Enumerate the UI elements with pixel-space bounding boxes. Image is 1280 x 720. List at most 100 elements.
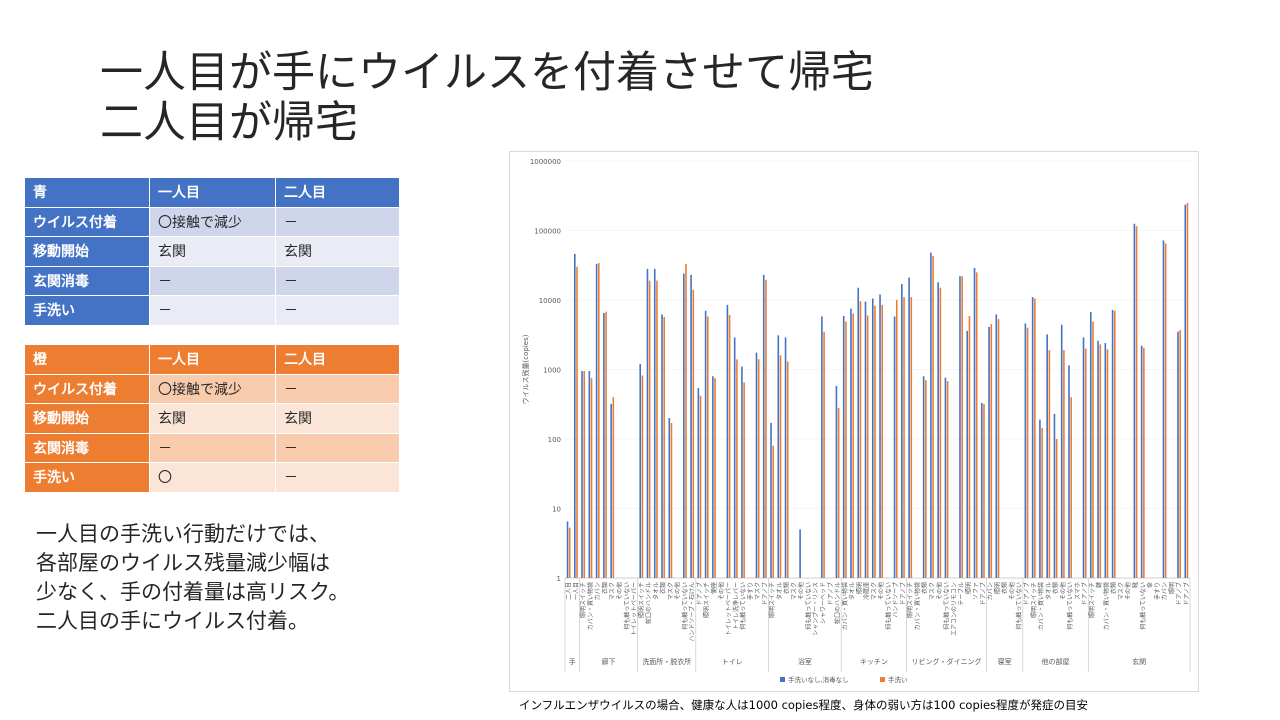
bar-handwash	[1048, 350, 1051, 578]
bar-no-handwash	[842, 315, 845, 578]
bar-no-handwash	[871, 298, 874, 578]
condition-table-orange: 橙 一人目 二人目 ウイルス付着 〇接触で減少 － 移動開始 玄関 玄関 玄関消…	[25, 345, 400, 493]
first-person-cell: 〇接触で減少	[150, 207, 276, 237]
bar-no-handwash	[603, 313, 605, 578]
group-label: 浴室	[798, 657, 812, 666]
y-tick-label: 10000	[539, 297, 561, 305]
row-label: 玄関消毒	[25, 433, 150, 463]
table-row: 手洗い － －	[25, 296, 400, 326]
x-category-label: マスク	[871, 582, 878, 600]
x-category-label: トイレットペーパー	[631, 582, 638, 636]
bar-handwash	[1063, 350, 1065, 578]
row-label: ウイルス付着	[25, 207, 150, 237]
bar-handwash	[786, 361, 789, 578]
x-category-label: シャワーヘッド	[820, 582, 827, 624]
x-category-label: タオル	[848, 582, 856, 600]
x-category-label: 衣類	[783, 582, 791, 594]
x-category-label: トイレ洗浄レバー	[732, 582, 740, 630]
y-tick-label: 100	[548, 436, 561, 444]
bar-no-handwash	[1039, 419, 1041, 578]
bar-handwash	[961, 276, 963, 578]
bar-handwash	[1135, 226, 1138, 578]
bar-handwash	[910, 297, 913, 578]
y-tick-label: 10	[552, 506, 561, 514]
bar-no-handwash	[581, 371, 583, 578]
title-line-1: 一人目が手にウイルスを付着させて帰宅	[100, 48, 874, 98]
legend-label: 手洗い	[888, 675, 908, 684]
x-category-label: 何も触っていない	[623, 582, 631, 630]
first-person-cell: 〇	[150, 463, 276, 493]
bar-handwash	[925, 380, 927, 578]
group-label: キッチン	[860, 658, 888, 666]
bar-no-handwash	[835, 385, 838, 578]
bar-no-handwash	[1184, 204, 1187, 578]
bar-handwash	[590, 378, 593, 578]
bar-handwash	[1164, 243, 1167, 578]
x-category-label: 何も触っていない	[739, 582, 747, 630]
first-person-cell: 玄関	[150, 237, 276, 267]
bar-no-handwash	[1111, 309, 1114, 578]
bar-handwash	[895, 300, 898, 578]
bar-handwash	[1034, 298, 1036, 578]
x-category-label: その他	[797, 582, 805, 600]
bar-handwash	[1055, 439, 1058, 578]
x-category-label: マスク	[1118, 582, 1125, 600]
x-category-label: マスク	[667, 582, 674, 600]
bar-handwash	[983, 403, 985, 578]
second-person-cell: －	[276, 266, 400, 296]
bar-handwash	[997, 319, 1000, 578]
bar-handwash	[612, 397, 615, 578]
bar-no-handwash	[755, 352, 758, 578]
summary-note: 一人目の手洗い行動だけでは、 各部屋のウイルス残量減少幅は 少なく、手の付着量は…	[36, 520, 476, 636]
x-category-label: 衣類	[1110, 582, 1118, 594]
table-row: 移動開始 玄関 玄関	[25, 404, 400, 434]
bar-no-handwash	[610, 403, 612, 578]
row-label: 玄関消毒	[25, 266, 150, 296]
x-category-label: 何も触っていない	[1139, 582, 1147, 630]
row-label: 移動開始	[25, 237, 150, 267]
bar-handwash	[692, 289, 695, 578]
bar-no-handwash	[1060, 324, 1063, 578]
bar-no-handwash	[588, 371, 591, 578]
bar-handwash	[598, 263, 600, 578]
x-category-label: トイレットペーパー	[726, 582, 733, 636]
x-category-label: カバン	[595, 582, 602, 600]
bar-handwash	[881, 304, 884, 578]
x-category-label: 便座	[710, 582, 718, 594]
title-line-2: 二人目が帰宅	[100, 98, 358, 148]
bar-no-handwash	[1133, 223, 1136, 578]
bar-no-handwash	[850, 308, 852, 578]
virus-residual-chart: 1 10 100 1000 10000 100000 1000000 ウイルス残量(copie…	[509, 151, 1199, 692]
bar-handwash	[1143, 347, 1145, 578]
bar-no-handwash	[762, 274, 765, 578]
bar-no-handwash	[661, 314, 663, 578]
first-person-cell: 玄関	[150, 404, 276, 434]
x-category-label: その他	[877, 582, 885, 600]
bar-handwash	[1186, 202, 1189, 578]
group-label: 他の部屋	[1042, 657, 1070, 666]
x-category-label: その他	[935, 582, 943, 600]
x-category-label: 衣類	[601, 582, 609, 594]
bar-handwash	[932, 255, 934, 578]
x-category-label: ドアノブ	[1175, 582, 1183, 605]
bar-no-handwash	[770, 422, 772, 578]
header-cell: 二人目	[276, 345, 400, 375]
bar-no-handwash	[799, 529, 801, 578]
note-line: 二人目の手にウイルス付着。	[36, 609, 309, 633]
header-cell: 橙	[25, 345, 150, 375]
x-category-label: ドアノブ	[761, 582, 769, 605]
x-category-label: 照明スイッチ	[580, 582, 587, 618]
x-category-label: 照明スイッチ	[769, 582, 776, 618]
bar-handwash	[1041, 427, 1043, 578]
x-category-label: カバン・買い物袋	[1102, 582, 1110, 630]
group-label: リビング・ダイニング	[912, 657, 982, 666]
row-label: 手洗い	[25, 463, 150, 493]
header-cell: 一人目	[150, 345, 276, 375]
table-row: 手洗い 〇 －	[25, 463, 400, 493]
bar-handwash	[670, 422, 673, 578]
second-person-cell: －	[276, 296, 400, 326]
table-row: ウイルス付着 〇接触で減少 －	[25, 374, 400, 404]
x-category-label: ドアノブ	[1182, 582, 1190, 605]
x-category-label: ドアノブ	[899, 582, 907, 605]
bar-handwash	[663, 316, 666, 578]
